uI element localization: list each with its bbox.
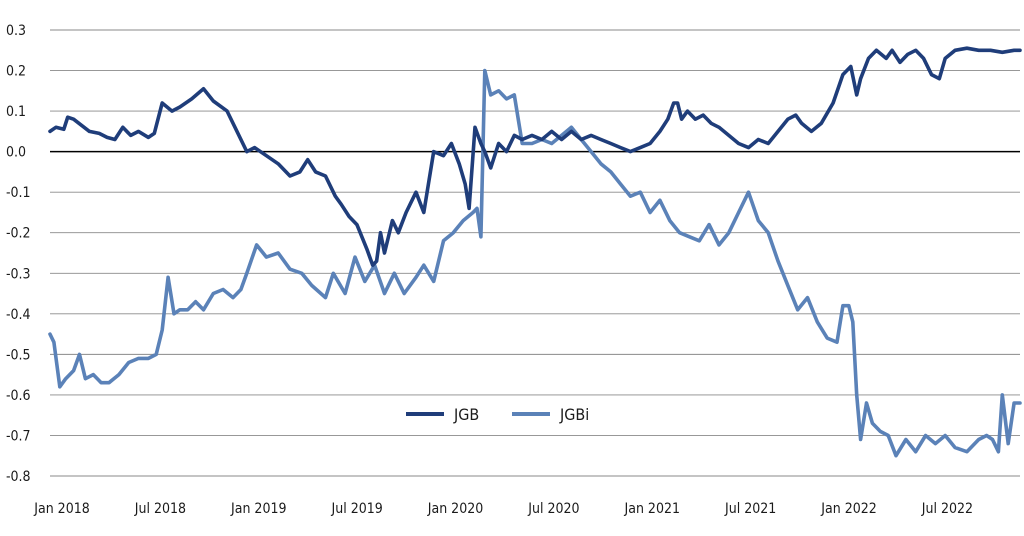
y-tick-label: -0.5 — [6, 347, 31, 363]
y-tick-label: -0.6 — [6, 388, 31, 404]
y-tick-label: -0.7 — [6, 428, 31, 444]
series-lines — [48, 46, 1022, 458]
series-line-jgb — [48, 46, 1022, 268]
legend-label-jgb: JGB — [453, 405, 479, 424]
legend: JGB JGBi — [406, 405, 589, 424]
x-tick-label: Jan 2018 — [33, 501, 89, 517]
y-tick-label: -0.1 — [6, 185, 31, 201]
x-tick-label: Jul 2020 — [527, 501, 579, 517]
series-line-jgbi — [48, 68, 1022, 458]
x-tick-label: Jan 2022 — [820, 501, 876, 517]
legend-label-jgbi: JGBi — [559, 405, 589, 424]
y-tick-label: 0.2 — [6, 64, 26, 80]
x-tick-label: Jan 2019 — [230, 501, 286, 517]
y-tick-label: 0.1 — [6, 104, 26, 120]
x-tick-label: Jul 2022 — [921, 501, 973, 517]
x-tick-label: Jul 2021 — [724, 501, 776, 517]
x-tick-label: Jul 2019 — [331, 501, 383, 517]
y-tick-label: 0.0 — [6, 145, 26, 161]
y-tick-label: -0.3 — [6, 266, 31, 282]
y-tick-label: 0.3 — [6, 23, 26, 39]
x-tick-label: Jan 2020 — [427, 501, 483, 517]
y-tick-label: -0.2 — [6, 226, 31, 242]
y-tick-label: -0.8 — [6, 469, 31, 485]
x-tick-label: Jul 2018 — [134, 501, 186, 517]
y-tick-label: -0.4 — [6, 307, 31, 323]
y-axis-ticks: 0.3 0.2 0.1 0.0 -0.1 -0.2 -0.3 -0.4 -0.5 -0.6 -0.7… — [6, 23, 31, 485]
x-axis-ticks: Jan 2018 Jul 2018 Jan 2019 Jul 2019 Jan 2020… — [33, 501, 973, 517]
x-tick-label: Jan 2021 — [624, 501, 680, 517]
